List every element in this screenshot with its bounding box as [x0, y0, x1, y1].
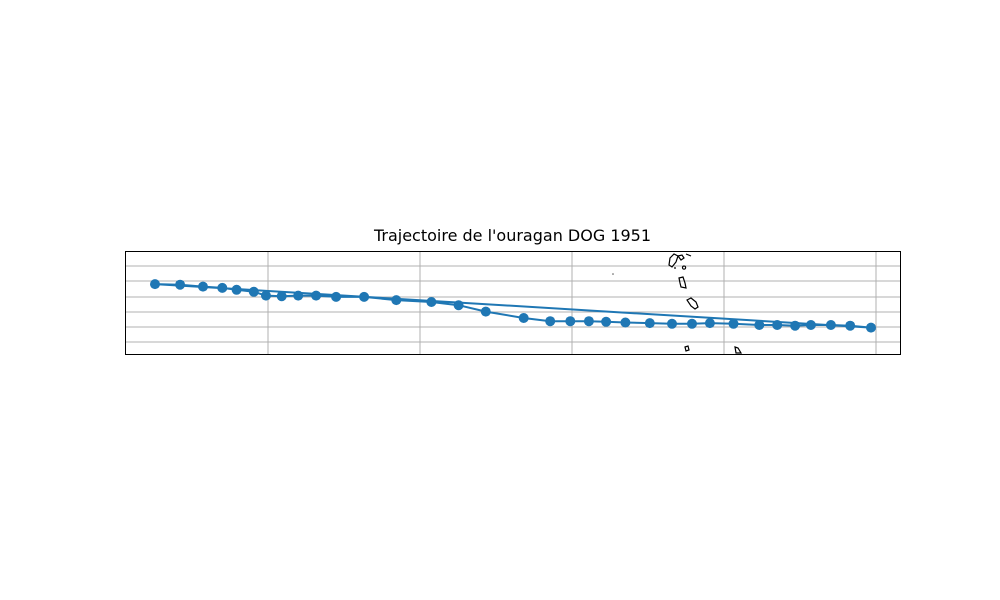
tiny-islet: [612, 273, 614, 275]
track-point: [453, 300, 464, 311]
track-point: [790, 320, 801, 331]
gridlines: [125, 251, 901, 355]
track-point: [565, 316, 576, 327]
track-point: [728, 318, 739, 329]
track-point: [391, 295, 402, 306]
track-point: [583, 316, 594, 327]
island-1: [668, 253, 679, 268]
track-point: [231, 284, 242, 295]
coastlines: [612, 253, 743, 354]
track-point: [248, 286, 259, 297]
island-7: [686, 297, 699, 310]
track-point: [644, 318, 655, 329]
hurricane-track: [150, 279, 876, 333]
island-9: [684, 345, 690, 352]
track-point: [150, 279, 160, 290]
track-point: [825, 320, 836, 330]
track-point: [687, 318, 697, 329]
track-point: [754, 320, 765, 330]
track-point: [198, 281, 208, 292]
track-point: [261, 290, 271, 301]
island-2: [676, 254, 685, 261]
track-point: [217, 282, 228, 293]
track-point: [426, 297, 437, 307]
map-title: Trajectoire de l'ouragan DOG 1951: [373, 226, 652, 245]
track-point: [704, 318, 715, 329]
track-point: [359, 291, 370, 302]
track-point: [845, 320, 856, 331]
track-point: [293, 290, 304, 301]
track-point: [518, 313, 529, 323]
track-point: [276, 291, 287, 302]
island-10: [734, 346, 743, 354]
track-point: [480, 306, 491, 317]
track-point: [545, 316, 556, 327]
track-point: [331, 291, 342, 302]
island-3: [685, 253, 692, 257]
track-point: [601, 316, 612, 327]
island-4: [681, 265, 687, 270]
track-point: [805, 320, 816, 330]
track-point: [175, 279, 186, 290]
track-point: [667, 318, 677, 329]
track-line: [154, 283, 872, 329]
map-frame: [125, 251, 901, 355]
track-point: [620, 317, 631, 328]
track-point: [866, 322, 876, 333]
track-point: [772, 320, 783, 330]
track-point: [311, 290, 322, 301]
island-6: [678, 276, 687, 289]
